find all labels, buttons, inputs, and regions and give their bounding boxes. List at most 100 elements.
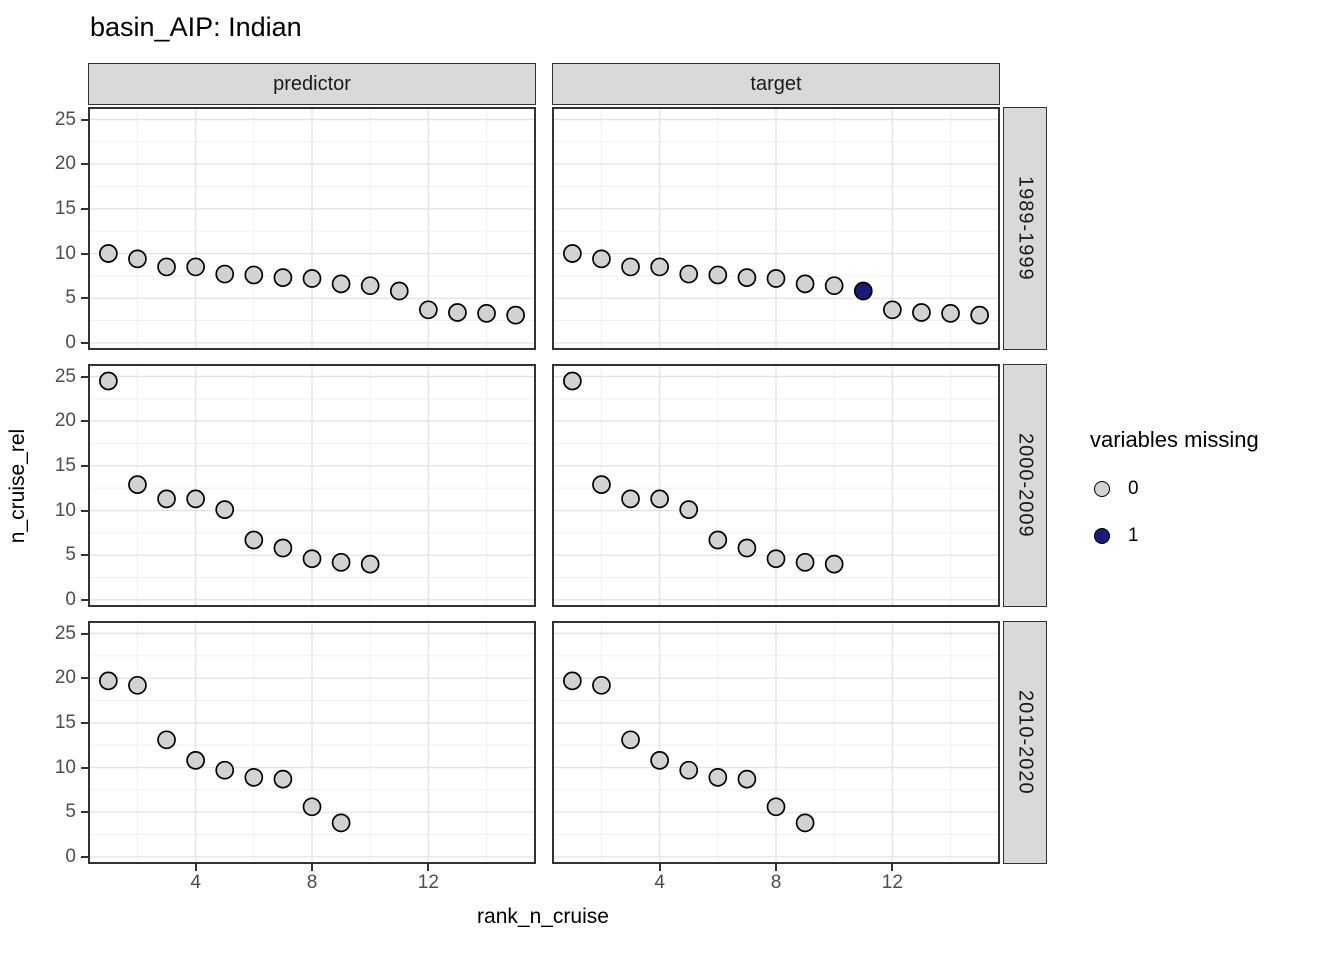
y-tick-label: 10 xyxy=(54,499,76,521)
y-tick-label: 15 xyxy=(54,454,76,476)
legend-entry-label: 1 xyxy=(1128,525,1139,546)
data-point xyxy=(853,281,873,301)
y-tick-label: 20 xyxy=(54,667,76,689)
x-tick-mark xyxy=(311,864,313,871)
y-tick-label: 5 xyxy=(65,544,76,566)
y-tick-mark xyxy=(81,163,88,166)
plot-title: basin_AIP: Indian xyxy=(90,12,302,42)
data-point xyxy=(766,549,786,569)
y-tick-mark xyxy=(81,464,88,467)
data-point xyxy=(824,554,844,574)
data-point xyxy=(302,797,322,817)
facet-row-label: 2000-2009 xyxy=(1014,433,1037,538)
x-tick-label: 4 xyxy=(190,872,201,893)
x-axis-title: rank_n_cruise xyxy=(477,905,609,928)
data-point xyxy=(737,268,757,287)
y-tick-mark xyxy=(81,855,88,858)
y-tick-mark xyxy=(81,554,88,557)
data-point xyxy=(621,257,640,277)
y-tick-label: 20 xyxy=(54,410,76,432)
facet-panel-predictor-2000-2009 xyxy=(88,364,536,607)
y-tick-mark xyxy=(81,721,88,724)
y-tick-mark xyxy=(81,509,88,512)
facet-panel-target-2000-2009 xyxy=(552,364,1000,607)
y-tick-label: 0 xyxy=(65,845,76,867)
x-tick-label: 12 xyxy=(881,872,903,893)
data-point xyxy=(157,730,176,750)
data-point xyxy=(99,671,118,691)
legend-entry-label: 0 xyxy=(1128,478,1139,499)
panel-border xyxy=(552,107,1000,350)
facet-row-label: 2010-2020 xyxy=(1014,690,1037,795)
facet-row-strip-2010-2020: 2010-2020 xyxy=(1003,621,1047,864)
y-tick-mark xyxy=(81,677,88,680)
data-point xyxy=(186,751,205,770)
data-point xyxy=(679,500,699,519)
facet-col-strip-predictor: predictor xyxy=(88,63,536,105)
legend-key-circle xyxy=(1094,481,1110,497)
data-point xyxy=(592,475,611,494)
data-point xyxy=(912,303,931,322)
data-point xyxy=(331,274,351,294)
y-tick-mark xyxy=(81,632,88,635)
legend: variables missing 0 1 xyxy=(1090,427,1259,571)
x-tick-label: 4 xyxy=(654,872,665,893)
data-point xyxy=(389,281,409,301)
y-tick-label: 25 xyxy=(54,108,76,130)
data-point xyxy=(563,371,582,391)
y-tick-label: 20 xyxy=(54,153,76,175)
panel-border xyxy=(88,621,536,864)
data-point xyxy=(360,554,380,574)
data-point xyxy=(563,244,582,263)
data-point xyxy=(360,276,380,296)
data-point xyxy=(157,257,176,277)
data-point xyxy=(650,489,669,509)
facet-row-strip-1989-1999: 1989-1999 xyxy=(1003,107,1047,350)
data-point xyxy=(273,538,293,558)
data-point xyxy=(186,257,205,277)
data-point xyxy=(215,760,235,780)
data-point xyxy=(592,249,611,269)
data-point xyxy=(273,769,293,789)
y-tick-label: 5 xyxy=(65,287,76,309)
panel-border xyxy=(88,107,536,350)
y-tick-label: 25 xyxy=(54,622,76,644)
data-point xyxy=(448,303,467,322)
y-tick-mark xyxy=(81,598,88,601)
data-point xyxy=(708,530,728,550)
y-tick-mark xyxy=(81,375,88,378)
y-tick-mark xyxy=(81,811,88,814)
x-tick-mark xyxy=(775,864,777,871)
data-point xyxy=(302,549,322,569)
data-point xyxy=(563,671,582,691)
data-point xyxy=(679,264,699,284)
y-tick-label: 15 xyxy=(54,711,76,733)
legend-entry-1: 1 xyxy=(1090,524,1259,548)
facet-col-strip-target: target xyxy=(552,63,1000,105)
x-tick-mark xyxy=(891,864,894,871)
data-point xyxy=(99,371,118,391)
data-point xyxy=(592,675,611,695)
legend-title: variables missing xyxy=(1090,427,1259,452)
data-point xyxy=(766,269,786,288)
panel-border xyxy=(552,364,1000,607)
data-point xyxy=(331,552,351,572)
x-tick-mark xyxy=(194,864,197,871)
data-point xyxy=(795,552,815,572)
facet-col-label: target xyxy=(750,72,802,95)
data-point xyxy=(419,300,438,320)
facet-col-label: predictor xyxy=(273,72,351,95)
data-point xyxy=(244,265,264,285)
data-point xyxy=(99,244,118,263)
facet-panel-target-2010-2020 xyxy=(552,621,1000,864)
y-tick-mark xyxy=(81,118,88,121)
data-point xyxy=(708,767,728,787)
y-tick-mark xyxy=(81,207,88,210)
panel-border xyxy=(552,621,1000,864)
data-point xyxy=(244,767,264,787)
data-point xyxy=(883,300,902,320)
data-point xyxy=(650,257,669,277)
facet-row-label: 1989-1999 xyxy=(1014,176,1037,281)
data-point xyxy=(273,268,293,287)
data-point xyxy=(621,489,640,509)
